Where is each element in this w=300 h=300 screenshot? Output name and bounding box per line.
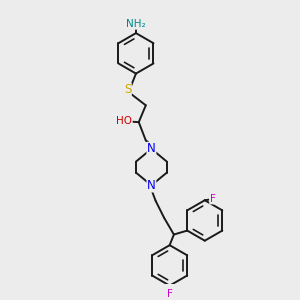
Text: N: N	[147, 179, 156, 192]
Text: F: F	[167, 289, 172, 299]
Text: N: N	[147, 142, 156, 155]
Text: S: S	[124, 83, 131, 96]
Text: HO: HO	[116, 116, 132, 126]
Text: NH₂: NH₂	[126, 19, 146, 29]
Text: F: F	[210, 194, 216, 204]
